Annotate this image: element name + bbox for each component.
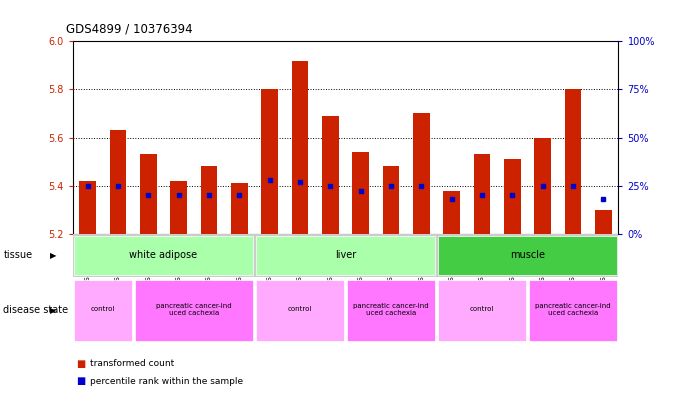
Text: percentile rank within the sample: percentile rank within the sample bbox=[90, 377, 243, 386]
Text: muscle: muscle bbox=[510, 250, 545, 260]
Text: pancreatic cancer-ind
uced cachexia: pancreatic cancer-ind uced cachexia bbox=[353, 303, 429, 316]
Bar bbox=[74, 236, 253, 275]
Text: disease state: disease state bbox=[3, 305, 68, 316]
Bar bbox=[200, 166, 218, 234]
Text: pancreatic cancer-ind
uced cachexia: pancreatic cancer-ind uced cachexia bbox=[156, 303, 231, 316]
Text: control: control bbox=[470, 306, 494, 312]
Bar bbox=[231, 183, 247, 234]
Bar bbox=[595, 210, 612, 234]
Bar bbox=[140, 154, 157, 234]
Bar bbox=[438, 236, 617, 275]
Text: ▶: ▶ bbox=[50, 251, 56, 260]
Text: white adipose: white adipose bbox=[129, 250, 198, 260]
Bar bbox=[438, 281, 526, 340]
Text: liver: liver bbox=[335, 250, 356, 260]
Bar bbox=[529, 281, 617, 340]
Text: control: control bbox=[91, 306, 115, 312]
Text: transformed count: transformed count bbox=[90, 359, 174, 368]
Bar bbox=[322, 116, 339, 234]
Bar bbox=[383, 166, 399, 234]
Bar bbox=[473, 154, 491, 234]
Bar bbox=[413, 114, 430, 234]
Bar bbox=[256, 281, 344, 340]
Text: pancreatic cancer-ind
uced cachexia: pancreatic cancer-ind uced cachexia bbox=[535, 303, 611, 316]
Text: ▶: ▶ bbox=[50, 306, 56, 315]
Bar bbox=[74, 281, 132, 340]
Text: tissue: tissue bbox=[3, 250, 32, 261]
Bar bbox=[110, 130, 126, 234]
Text: ■: ■ bbox=[76, 376, 85, 386]
Text: GDS4899 / 10376394: GDS4899 / 10376394 bbox=[66, 22, 192, 35]
Bar bbox=[347, 281, 435, 340]
Bar bbox=[565, 90, 581, 234]
Bar bbox=[256, 236, 435, 275]
Text: control: control bbox=[288, 306, 312, 312]
Bar bbox=[352, 152, 369, 234]
Bar bbox=[171, 181, 187, 234]
Bar bbox=[292, 61, 308, 234]
Bar bbox=[261, 90, 278, 234]
Bar bbox=[534, 138, 551, 234]
Bar bbox=[444, 191, 460, 234]
Text: ■: ■ bbox=[76, 358, 85, 369]
Bar bbox=[79, 181, 96, 234]
Bar bbox=[504, 159, 520, 234]
Bar bbox=[135, 281, 253, 340]
